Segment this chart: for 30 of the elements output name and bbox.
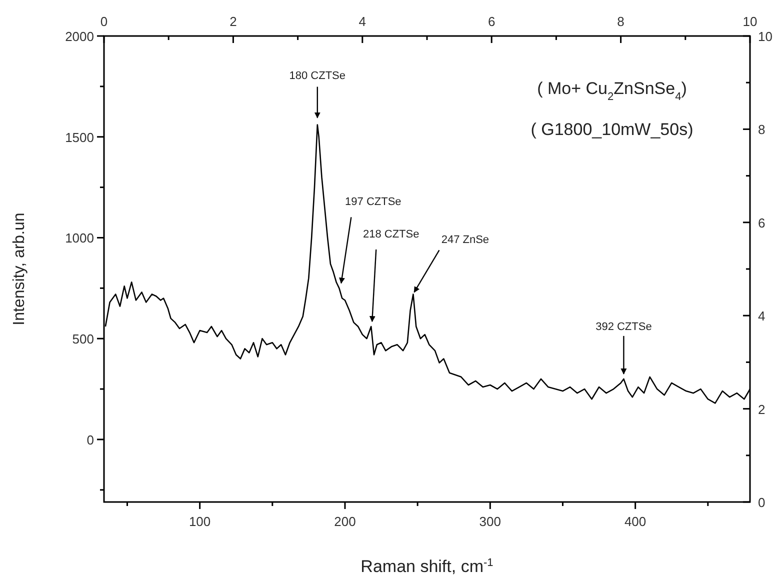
y2-tick-label: 2 (758, 402, 766, 417)
annotation: 180 CZTSe (289, 70, 346, 82)
x-tick-label: 200 (334, 514, 356, 529)
x-axis-title: Raman shift, cm$^{-1}$ (360, 557, 494, 576)
y-tick-label: 0 (86, 432, 94, 448)
y-tick-label: 1000 (65, 230, 94, 246)
x-tick-label: 100 (188, 514, 211, 529)
x-tick-label: 400 (624, 514, 646, 529)
x2-tick-label: 0 (100, 14, 108, 29)
annotation: 247 ZnSe (441, 234, 490, 246)
y2-tick-label: 4 (758, 308, 766, 324)
y-axis-title: Intensity, arb.un (11, 212, 28, 326)
y-tick-label: 2000 (65, 29, 94, 44)
annotation: 197 CZTSe (345, 196, 402, 208)
x2-tick-label: 2 (230, 14, 237, 29)
y2-tick-label: 0 (758, 495, 766, 510)
y2-tick-label: 10 (758, 29, 772, 44)
annotation: 392 CZTSe (596, 320, 652, 333)
x2-tick-label: 6 (488, 14, 496, 29)
text: ( G1800_10mW_50s) (530, 120, 694, 139)
x2-tick-label: 4 (358, 14, 366, 29)
y-tick-label: 1500 (65, 130, 94, 145)
y2-tick-label: 6 (758, 215, 766, 230)
annotation: 218 CZTSe (362, 228, 420, 240)
y2-tick-label: 8 (758, 122, 766, 138)
x2-tick-label: 10 (742, 14, 758, 29)
x2-tick-label: 8 (617, 14, 624, 29)
y-tick-label: 500 (72, 332, 94, 347)
x-tick-label: 300 (479, 514, 501, 529)
text: ( Mo+ Cu$_{2}$ZnSnSe$_{4}$) (537, 79, 687, 103)
